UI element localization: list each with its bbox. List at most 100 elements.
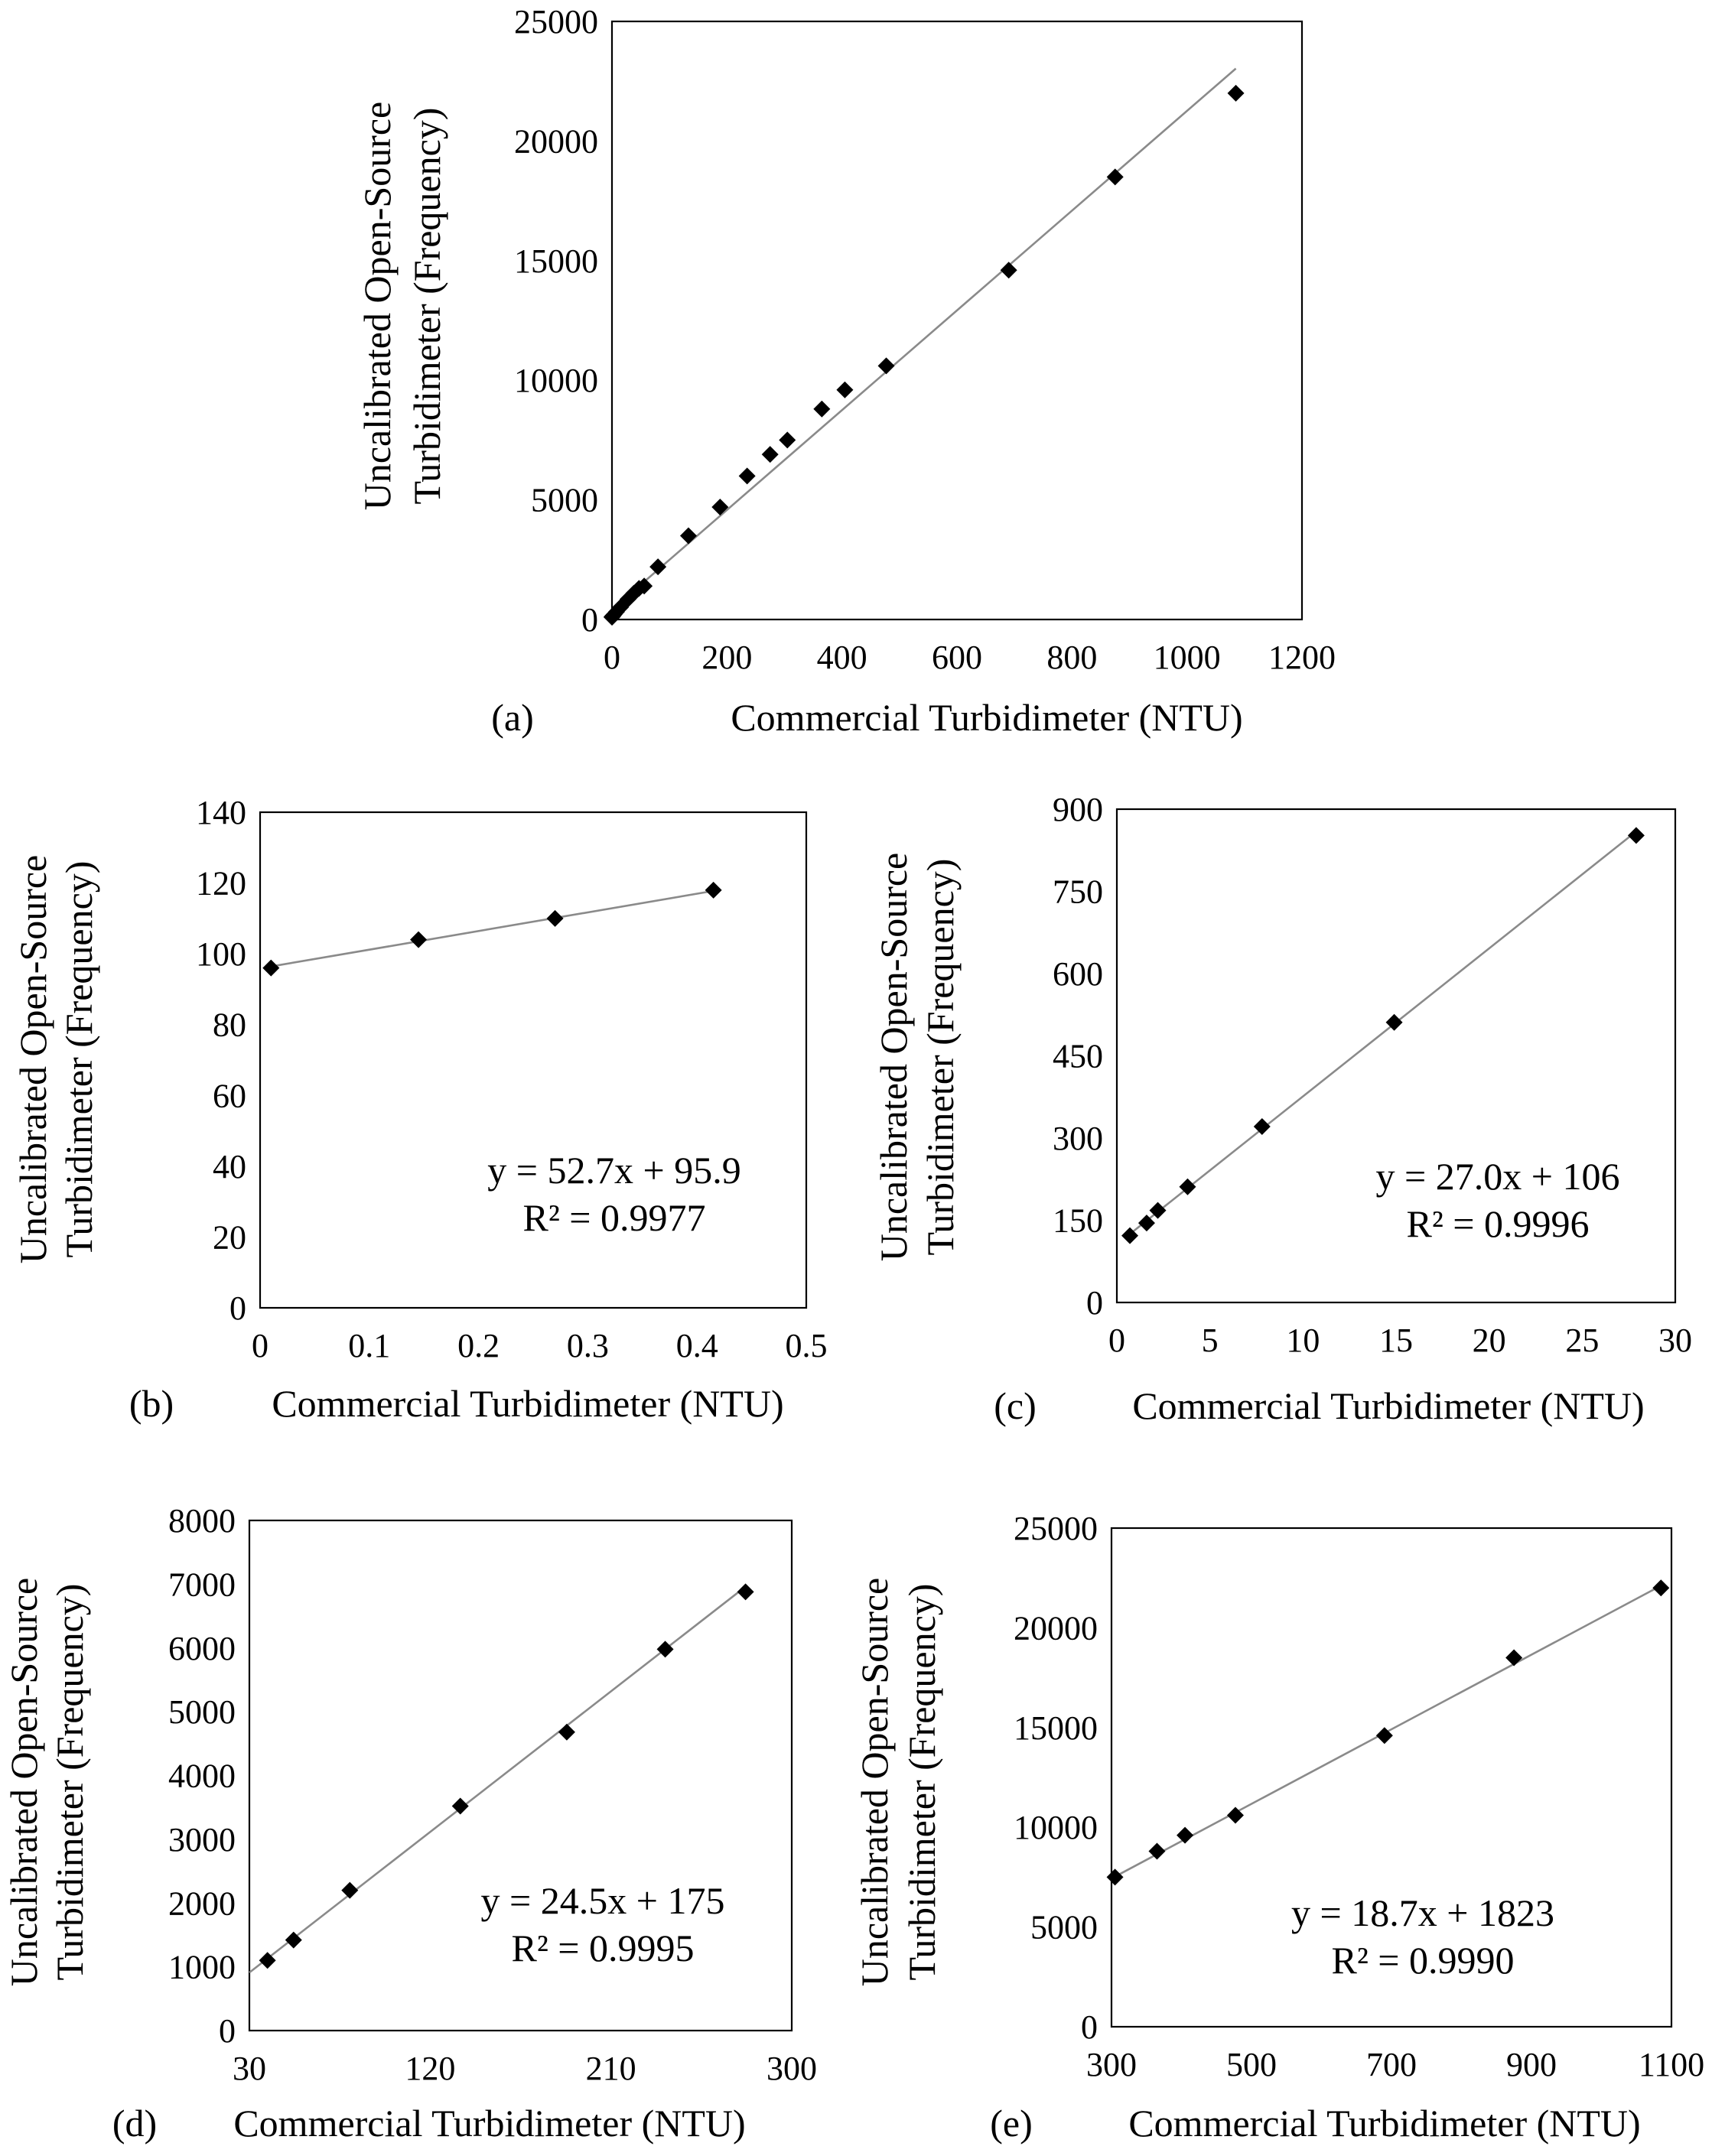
chart-panel-d: 0 1000 2000 3000 4000 5000 6000 7000 8000 30 120 21… [2, 1502, 817, 2145]
data-point [1138, 1215, 1155, 1232]
x-tick-label: 20 [1473, 1322, 1506, 1359]
y-tick-label: 120 [196, 865, 246, 902]
x-axis-label: Commercial Turbidimeter (NTU) [1132, 1384, 1644, 1427]
y-tick-label: 0 [1086, 1284, 1103, 1322]
trendline-c [1129, 831, 1637, 1235]
trendline-b [271, 889, 714, 967]
y-tick-label: 20000 [1014, 1609, 1098, 1647]
data-point [341, 1881, 359, 1899]
data-point [558, 1723, 575, 1741]
x-tick-label: 1000 [1154, 639, 1221, 676]
y-tick-label: 4000 [168, 1758, 236, 1795]
y-tick-label: 8000 [168, 1502, 236, 1540]
data-point [1375, 1727, 1393, 1745]
y-axis-label-line1: Uncalibrated Open-Source [2, 1578, 45, 1987]
y-tick-label: 3000 [168, 1821, 236, 1858]
y-tick-label: 750 [1053, 873, 1103, 911]
data-point [1106, 1868, 1124, 1886]
y-tick-label: 7000 [168, 1566, 236, 1603]
data-point [738, 467, 756, 485]
y-axis-label-line1: Uncalibrated Open-Source [872, 853, 915, 1262]
panel-label: (c) [994, 1384, 1037, 1427]
y-tick-label: 20000 [514, 122, 598, 160]
chart-panel-b: 0 20 40 60 80 100 120 140 0 0.1 0.2 0.3 0.4 0.5 y = 52… [11, 794, 828, 1425]
panel-label: (e) [990, 2102, 1033, 2145]
data-point [761, 446, 779, 463]
y-tick-label: 600 [1053, 955, 1103, 993]
x-tick-label: 300 [766, 2050, 817, 2087]
y-tick-label: 1000 [168, 1949, 236, 1986]
y-axis-label-line1: Uncalibrated Open-Source [356, 102, 399, 511]
x-tick-label: 120 [405, 2050, 455, 2087]
y-tick-label: 0 [219, 2012, 236, 2050]
y-tick-label: 25000 [1014, 1510, 1098, 1547]
plot-area-e [1110, 1527, 1673, 2028]
x-tick-label: 5 [1202, 1322, 1219, 1359]
x-tick-label: 800 [1046, 639, 1097, 676]
y-tick-label: 60 [213, 1077, 246, 1114]
x-tick-label: 30 [233, 2050, 266, 2087]
y-tick-label: 10000 [1014, 1809, 1098, 1846]
chart-panel-c: 0 150 300 450 600 750 900 0 5 10 15 20 25 30 y = 27.0x… [872, 791, 1692, 1427]
y-tick-label: 0 [581, 601, 598, 639]
y-tick-label: 80 [213, 1006, 246, 1044]
y-tick-label: 0 [229, 1289, 246, 1327]
data-point [1121, 1227, 1139, 1244]
y-axis-label-line2: Turbidimeter (Frequency) [405, 108, 448, 505]
y-tick-label: 900 [1053, 791, 1103, 828]
data-point [1149, 1202, 1167, 1219]
r-squared: R² = 0.9996 [1406, 1202, 1589, 1245]
x-tick-label: 0.2 [457, 1327, 500, 1364]
data-point [1000, 262, 1017, 279]
x-tick-label: 210 [586, 2050, 636, 2087]
data-point [877, 357, 895, 375]
data-point [1148, 1842, 1166, 1860]
trend-equation: y = 24.5x + 175 [481, 1879, 725, 1922]
x-axis-label: Commercial Turbidimeter (NTU) [233, 2102, 745, 2145]
y-tick-label: 10000 [514, 362, 598, 399]
y-tick-label: 300 [1053, 1120, 1103, 1157]
data-point [1106, 168, 1124, 186]
data-point [711, 498, 729, 515]
y-tick-label: 40 [213, 1148, 246, 1185]
plot-area-c [1115, 808, 1677, 1304]
x-tick-label: 0.4 [676, 1327, 718, 1364]
data-point [1385, 1013, 1403, 1031]
x-axis-label: Commercial Turbidimeter (NTU) [272, 1382, 783, 1425]
chart-panel-a: 0 5000 10000 15000 20000 25000 0 200 400 600 800 10… [356, 3, 1336, 739]
y-axis-label-line2: Turbidimeter (Frequency) [57, 861, 100, 1258]
x-tick-label: 0 [1108, 1322, 1125, 1359]
data-point [705, 881, 722, 899]
data-point [410, 931, 428, 948]
plot-area-d [248, 1519, 793, 2032]
data-point [1627, 827, 1645, 844]
data-point [262, 959, 280, 977]
y-tick-label: 140 [196, 794, 246, 831]
data-point [546, 909, 564, 927]
data-point [1227, 84, 1245, 102]
y-tick-label: 5000 [531, 482, 598, 519]
x-axis-label: Commercial Turbidimeter (NTU) [731, 696, 1242, 739]
data-point [1652, 1579, 1670, 1597]
y-axis-label-line2: Turbidimeter (Frequency) [900, 1584, 943, 1981]
y-tick-label: 15000 [514, 242, 598, 280]
x-axis-label: Commercial Turbidimeter (NTU) [1128, 2102, 1640, 2145]
y-tick-label: 450 [1053, 1038, 1103, 1075]
data-point [1177, 1826, 1194, 1844]
data-point [813, 400, 831, 418]
x-tick-label: 900 [1506, 2046, 1557, 2083]
x-tick-label: 1100 [1639, 2046, 1704, 2083]
panel-label: (d) [112, 2102, 157, 2145]
x-tick-label: 300 [1086, 2046, 1137, 2083]
y-tick-label: 15000 [1014, 1709, 1098, 1747]
x-tick-label: 700 [1366, 2046, 1417, 2083]
trend-equation: y = 27.0x + 106 [1376, 1155, 1620, 1198]
y-tick-label: 100 [196, 935, 246, 973]
y-axis-label-line1: Uncalibrated Open-Source [853, 1578, 896, 1987]
x-tick-label: 25 [1565, 1322, 1599, 1359]
data-point [1505, 1649, 1523, 1667]
chart-panel-e: 0 5000 10000 15000 20000 25000 300 500 700 900 110… [853, 1510, 1704, 2145]
x-tick-label: 0.1 [348, 1327, 390, 1364]
plot-area-a [610, 20, 1304, 621]
